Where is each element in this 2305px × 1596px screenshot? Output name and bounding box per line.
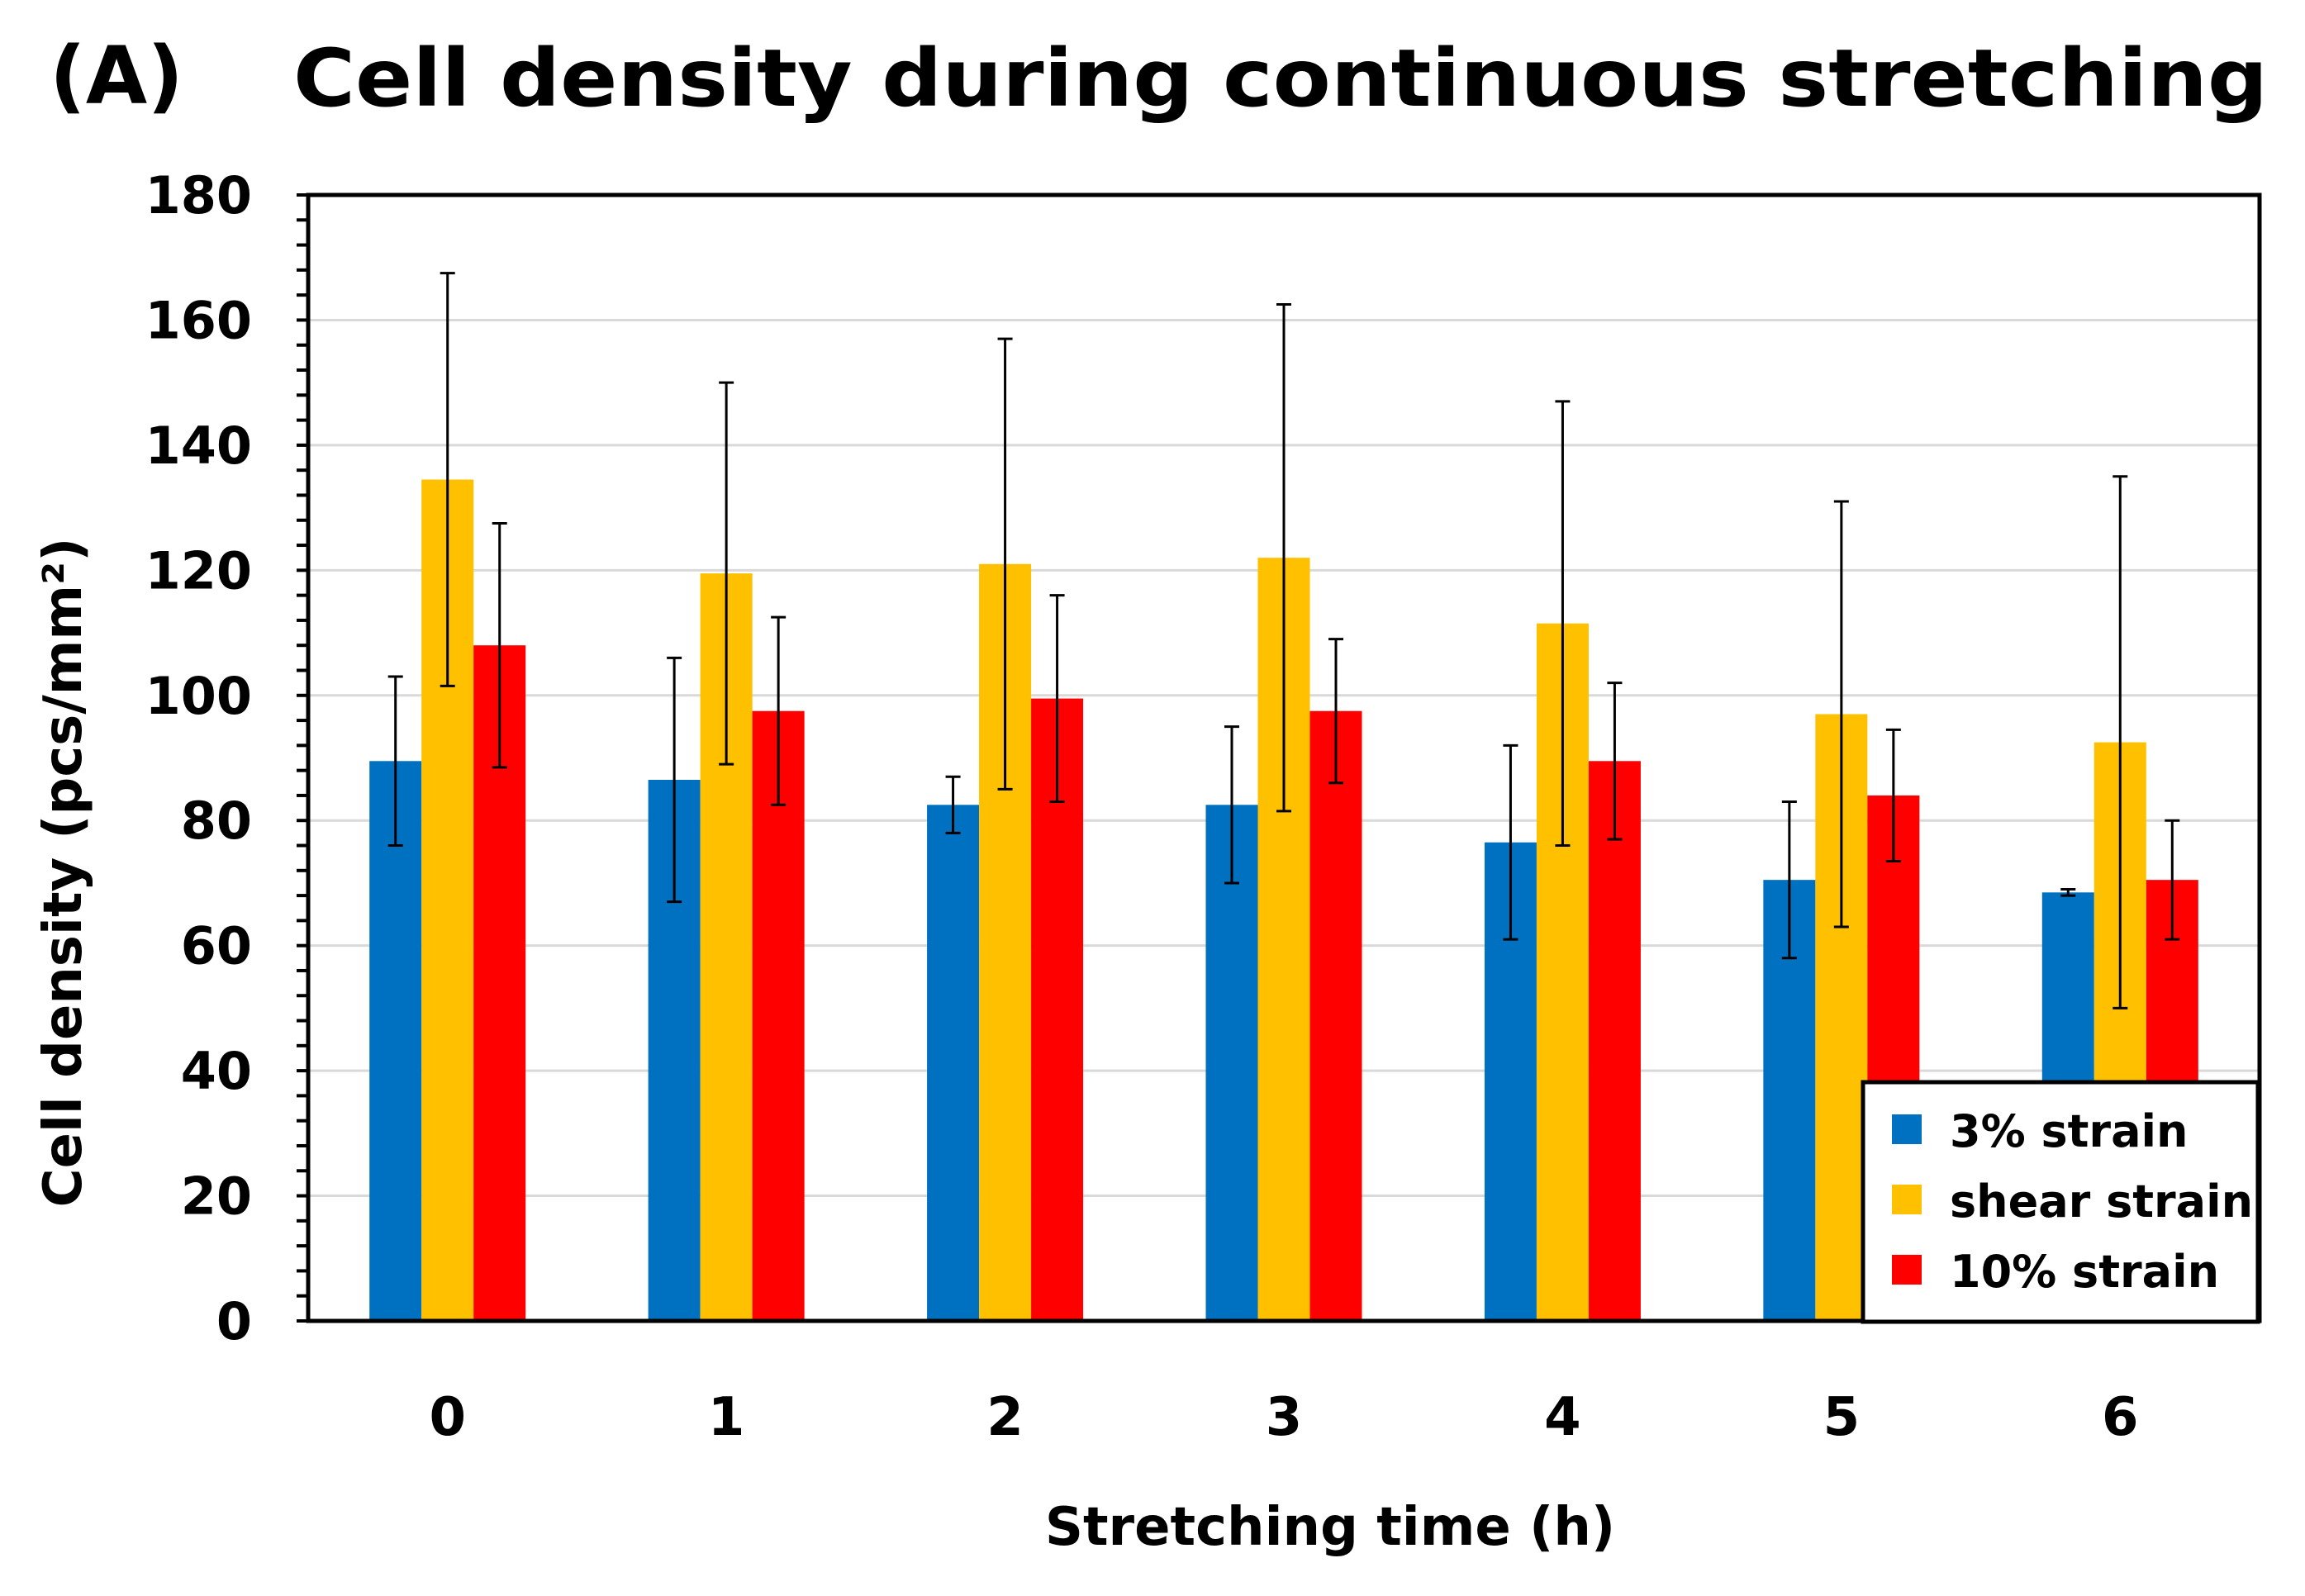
panel-label: (A) [50, 30, 183, 122]
x-tick-label: 0 [429, 1387, 466, 1448]
legend-label-shear: shear strain [1950, 1176, 2253, 1228]
bar [927, 805, 980, 1321]
x-tick-label: 4 [1544, 1387, 1581, 1448]
y-tick-label: 100 [145, 666, 252, 726]
y-tick-label: 140 [145, 416, 252, 476]
y-tick-label: 80 [181, 791, 252, 851]
y-tick-label: 40 [181, 1041, 252, 1101]
y-axis-label: Cell density (pcs/mm²) [33, 538, 94, 1208]
x-tick-label: 3 [1266, 1387, 1303, 1448]
legend-label-10pct: 10% strain [1950, 1246, 2219, 1298]
x-tick-label: 5 [1823, 1387, 1861, 1448]
legend-swatch-3pct [1892, 1114, 1922, 1144]
legend-swatch-10pct [1892, 1255, 1922, 1285]
legend-swatch-shear [1892, 1185, 1922, 1214]
y-tick-label: 180 [145, 165, 252, 226]
y-tick-label: 20 [181, 1166, 252, 1227]
y-tick-label: 160 [145, 290, 252, 350]
y-axis-label-text: Cell density [33, 857, 94, 1208]
y-tick-label: 60 [181, 916, 252, 976]
bar [369, 761, 422, 1321]
x-tick-label: 1 [708, 1387, 745, 1448]
bar [752, 710, 805, 1321]
x-tick-label: 6 [2102, 1387, 2139, 1448]
bar [1588, 761, 1641, 1321]
x-axis-label: Stretching time (h) [1045, 1497, 1615, 1558]
legend-label-3pct: 3% strain [1950, 1105, 2188, 1157]
legend: 3% strain shear strain 10% strain [1861, 1080, 2260, 1324]
legend-box [1861, 1080, 2260, 1324]
error-bars [387, 272, 2180, 1009]
bar [1205, 805, 1258, 1321]
x-tick-label: 2 [986, 1387, 1024, 1448]
y-tick-label: 120 [145, 540, 252, 601]
y-axis-label-units: (pcs/mm²) [33, 538, 94, 839]
plot-frame [306, 192, 2262, 1323]
y-tick-label: 0 [216, 1291, 252, 1351]
y-tick-labels: 0 20 40 60 80 100 120 140 160 180 [145, 165, 252, 1351]
x-tick-labels: 0 1 2 3 4 5 6 [429, 1387, 2138, 1448]
bar [1309, 710, 1362, 1321]
chart-title: Cell density during continuous stretchin… [293, 32, 2268, 125]
